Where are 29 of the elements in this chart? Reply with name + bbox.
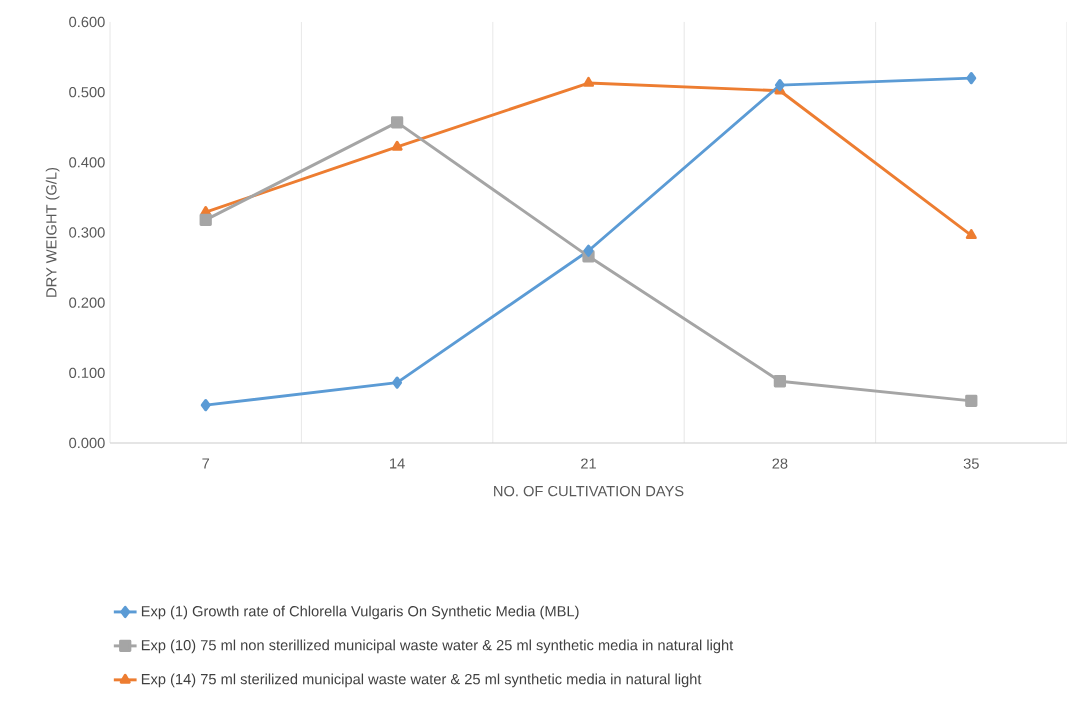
point xyxy=(965,394,978,408)
y-tick-label: 0.200 xyxy=(69,297,105,308)
y-axis-title: DRY WEIGHT (G/L) xyxy=(45,167,60,297)
point xyxy=(966,71,977,85)
x-tick-label: 28 xyxy=(772,458,788,469)
y-tick-label: 0.000 xyxy=(69,437,105,449)
y-tick-label: 0.500 xyxy=(69,86,105,98)
point xyxy=(390,116,404,129)
point xyxy=(391,140,403,151)
x-tick-label: 35 xyxy=(963,458,979,469)
y-tick-label: 0.600 xyxy=(69,16,105,28)
legend-label: Exp (1) Growth rate of Chlorella Vulgaris On Synthetic Media (MBL) xyxy=(141,605,579,620)
point xyxy=(773,375,787,388)
x-tick-label: 14 xyxy=(390,458,405,469)
point xyxy=(200,398,211,412)
x-axis-title: NO. OF CULTIVATION DAYS xyxy=(494,485,684,497)
point xyxy=(774,79,785,92)
y-tick-label: 0.300 xyxy=(69,227,105,238)
point xyxy=(199,213,212,226)
point xyxy=(582,76,595,87)
point xyxy=(392,376,403,389)
legend-label: Exp (10) 75 ml non sterillized municipal waste water & 25 ml synthetic media in natural light xyxy=(141,639,734,654)
point xyxy=(583,244,594,257)
point xyxy=(965,229,977,240)
x-tick-label: 21 xyxy=(581,458,596,469)
legend-label: Exp (14) 75 ml sterilized municipal waste water & 25 ml synthetic media in natural light xyxy=(141,673,702,688)
y-tick-label: 0.400 xyxy=(69,157,105,168)
x-tick-label: 7 xyxy=(202,458,210,469)
y-tick-label: 0.100 xyxy=(69,367,105,379)
